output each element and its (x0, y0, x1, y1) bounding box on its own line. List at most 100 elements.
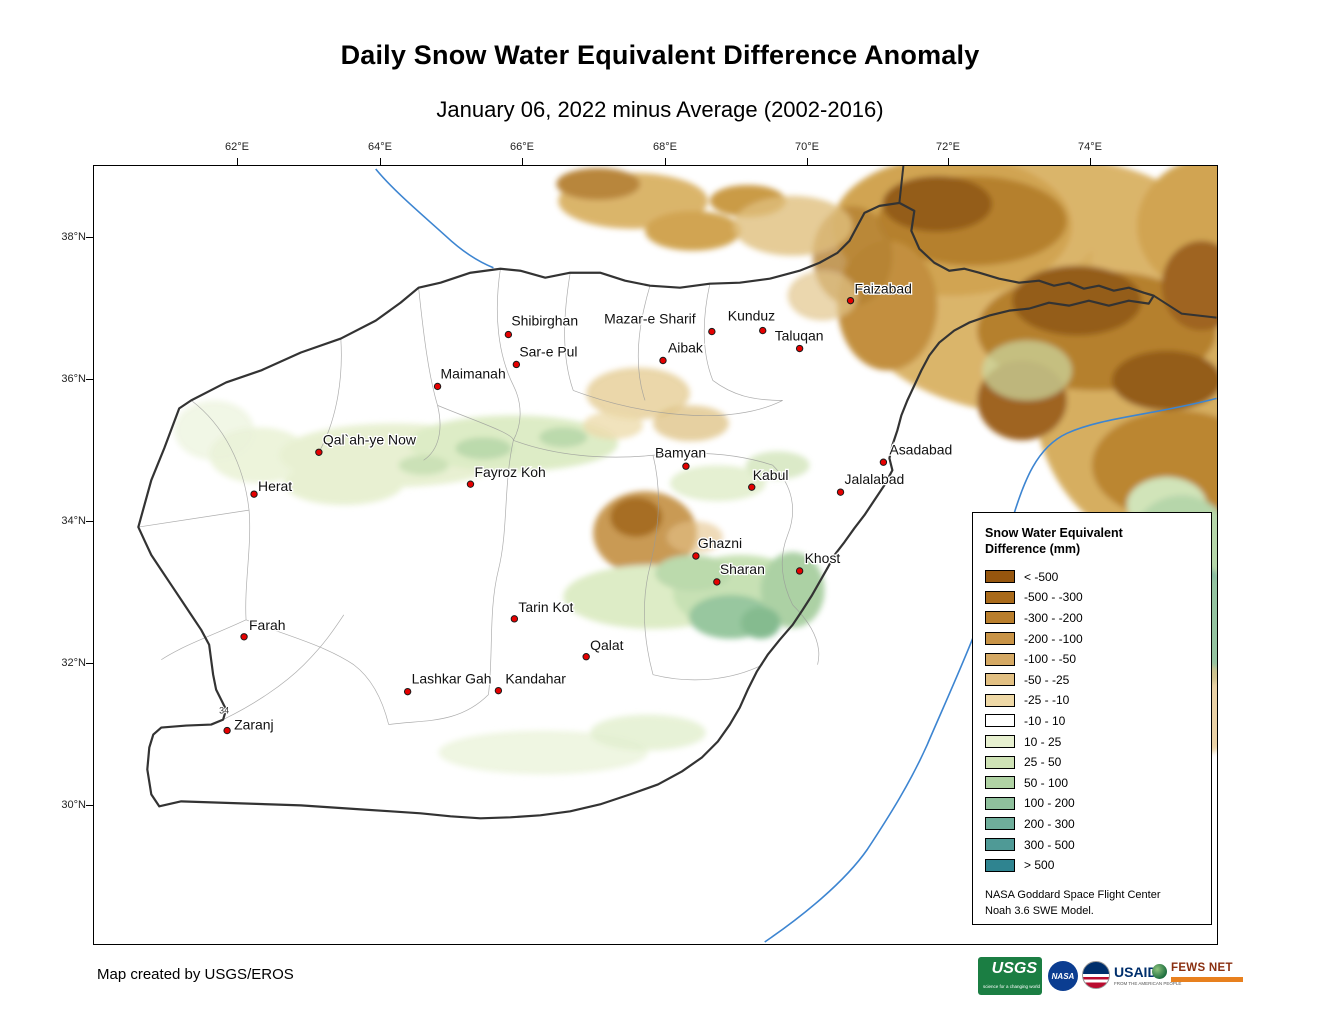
city-marker (795, 344, 804, 353)
lat-axis-label: 34°N (61, 515, 86, 527)
fews-net-globe-icon (1152, 964, 1167, 979)
legend-item: > 500 (985, 855, 1203, 876)
city-label: Aibak (668, 340, 703, 356)
lon-axis-label: 62°E (225, 141, 249, 153)
lon-axis-tick (380, 158, 381, 165)
city-label: Herat (258, 478, 292, 494)
legend-swatch (985, 570, 1015, 584)
city-marker (879, 458, 888, 466)
city-marker (223, 726, 231, 735)
legend-item: 10 - 25 (985, 731, 1203, 752)
page-title: Daily Snow Water Equivalent Difference A… (340, 40, 980, 70)
city-label: Khost (805, 550, 841, 566)
page-subtitle: January 06, 2022 minus Average (2002-201… (436, 97, 884, 122)
nasa-logo: NASA (1048, 961, 1078, 991)
map-credit: Map created by USGS/EROS (97, 966, 294, 983)
legend-swatch (985, 838, 1015, 852)
city-label: Jalalabad (845, 471, 905, 487)
fews-net-bar (1171, 976, 1243, 982)
city-label: Zaranj (234, 717, 274, 733)
city-marker (759, 326, 767, 335)
legend-swatch (985, 590, 1015, 604)
legend-item-label: -200 - -100 (1024, 631, 1083, 646)
lat-axis-tick (86, 663, 93, 664)
legend-swatch (985, 714, 1015, 728)
legend-note-line2: Noah 3.6 SWE Model. (985, 904, 1094, 917)
neighbor-border-east (1153, 294, 1217, 319)
legend-item: 50 - 100 (985, 772, 1203, 793)
lat-axis-tick (86, 805, 93, 806)
usaid-logo: USAID FROM THE AMERICAN PEOPLE (1082, 961, 1181, 989)
usaid-wordmark: USAID (1114, 963, 1158, 980)
lon-axis-tick (807, 158, 808, 165)
city-marker (836, 488, 845, 496)
city-marker (748, 483, 756, 491)
province-borders (138, 268, 820, 725)
lat-axis-tick (86, 379, 93, 380)
legend-item-label: -10 - 10 (1024, 713, 1066, 728)
legend-swatch (985, 817, 1015, 831)
legend-swatch (985, 632, 1015, 646)
city-marker (659, 356, 667, 365)
afghanistan-border (137, 201, 1155, 820)
city-marker (315, 448, 323, 456)
city-marker (250, 490, 258, 498)
usgs-tagline: science for a changing world (983, 984, 1041, 989)
lat-axis-label: 30°N (61, 799, 86, 811)
legend-item: -50 - -25 (985, 669, 1203, 690)
legend-item-label: -25 - -10 (1024, 693, 1070, 708)
city-label: Fayroz Koh (474, 464, 545, 480)
city-marker (504, 330, 513, 339)
legend-item-label: > 500 (1024, 858, 1055, 873)
city-label: Bamyan (655, 444, 706, 460)
city-label: Faizabad (854, 281, 911, 297)
lon-axis-tick (1090, 158, 1091, 165)
legend-swatch (985, 693, 1015, 707)
legend-swatch (985, 611, 1015, 625)
legend-items: < -500 -500 - -300 -300 - -200 -200 - -100 -… (985, 567, 1203, 876)
legend-item: 300 - 500 (985, 834, 1203, 855)
legend-swatch (985, 776, 1015, 790)
map-annotation: 34 (219, 706, 229, 716)
city-marker (433, 382, 442, 391)
lat-axis-tick (86, 237, 93, 238)
lat-axis-label: 38°N (61, 231, 86, 243)
usaid-seal-icon (1082, 961, 1110, 989)
lon-axis-label: 72°E (936, 141, 960, 153)
lon-axis-label: 70°E (795, 141, 819, 153)
legend-item-label: 50 - 100 (1024, 775, 1069, 790)
legend-swatch (985, 858, 1015, 872)
city-marker (708, 327, 716, 336)
city-label: Farah (249, 617, 285, 633)
legend-swatch (985, 755, 1015, 769)
legend-swatch (985, 652, 1015, 666)
legend-note-line1: NASA Goddard Space Flight Center (985, 889, 1161, 902)
lat-axis-label: 32°N (61, 657, 86, 669)
legend-item-label: -300 - -200 (1024, 610, 1083, 625)
lon-axis-label: 74°E (1078, 141, 1102, 153)
city-label: Lashkar Gah (412, 671, 492, 687)
city-marker (512, 360, 521, 369)
legend-item: -25 - -10 (985, 690, 1203, 711)
legend-item-label: < -500 (1024, 569, 1059, 584)
city-marker (692, 552, 700, 560)
city-label: Kandahar (505, 671, 566, 687)
lon-axis-tick (948, 158, 949, 165)
city-marker (795, 567, 804, 575)
legend-item-label: 25 - 50 (1024, 755, 1062, 770)
legend-item-label: -500 - -300 (1024, 590, 1083, 605)
city-marker (682, 462, 690, 470)
city-marker (494, 686, 503, 695)
legend-title: Snow Water Equivalent Difference (mm) (985, 525, 1203, 558)
legend-item: -500 - -300 (985, 587, 1203, 608)
legend-item: -300 - -200 (985, 608, 1203, 629)
city-label: Sharan (720, 561, 765, 577)
legend-swatch (985, 796, 1015, 810)
lon-axis-tick (237, 158, 238, 165)
usgs-logo: USGS science for a changing world (978, 957, 1042, 995)
city-marker (510, 615, 519, 623)
city-label: Maimanah (441, 365, 506, 381)
city-label: Tarin Kot (518, 599, 573, 615)
legend-swatch (985, 673, 1015, 687)
legend-item-label: 100 - 200 (1024, 796, 1075, 811)
